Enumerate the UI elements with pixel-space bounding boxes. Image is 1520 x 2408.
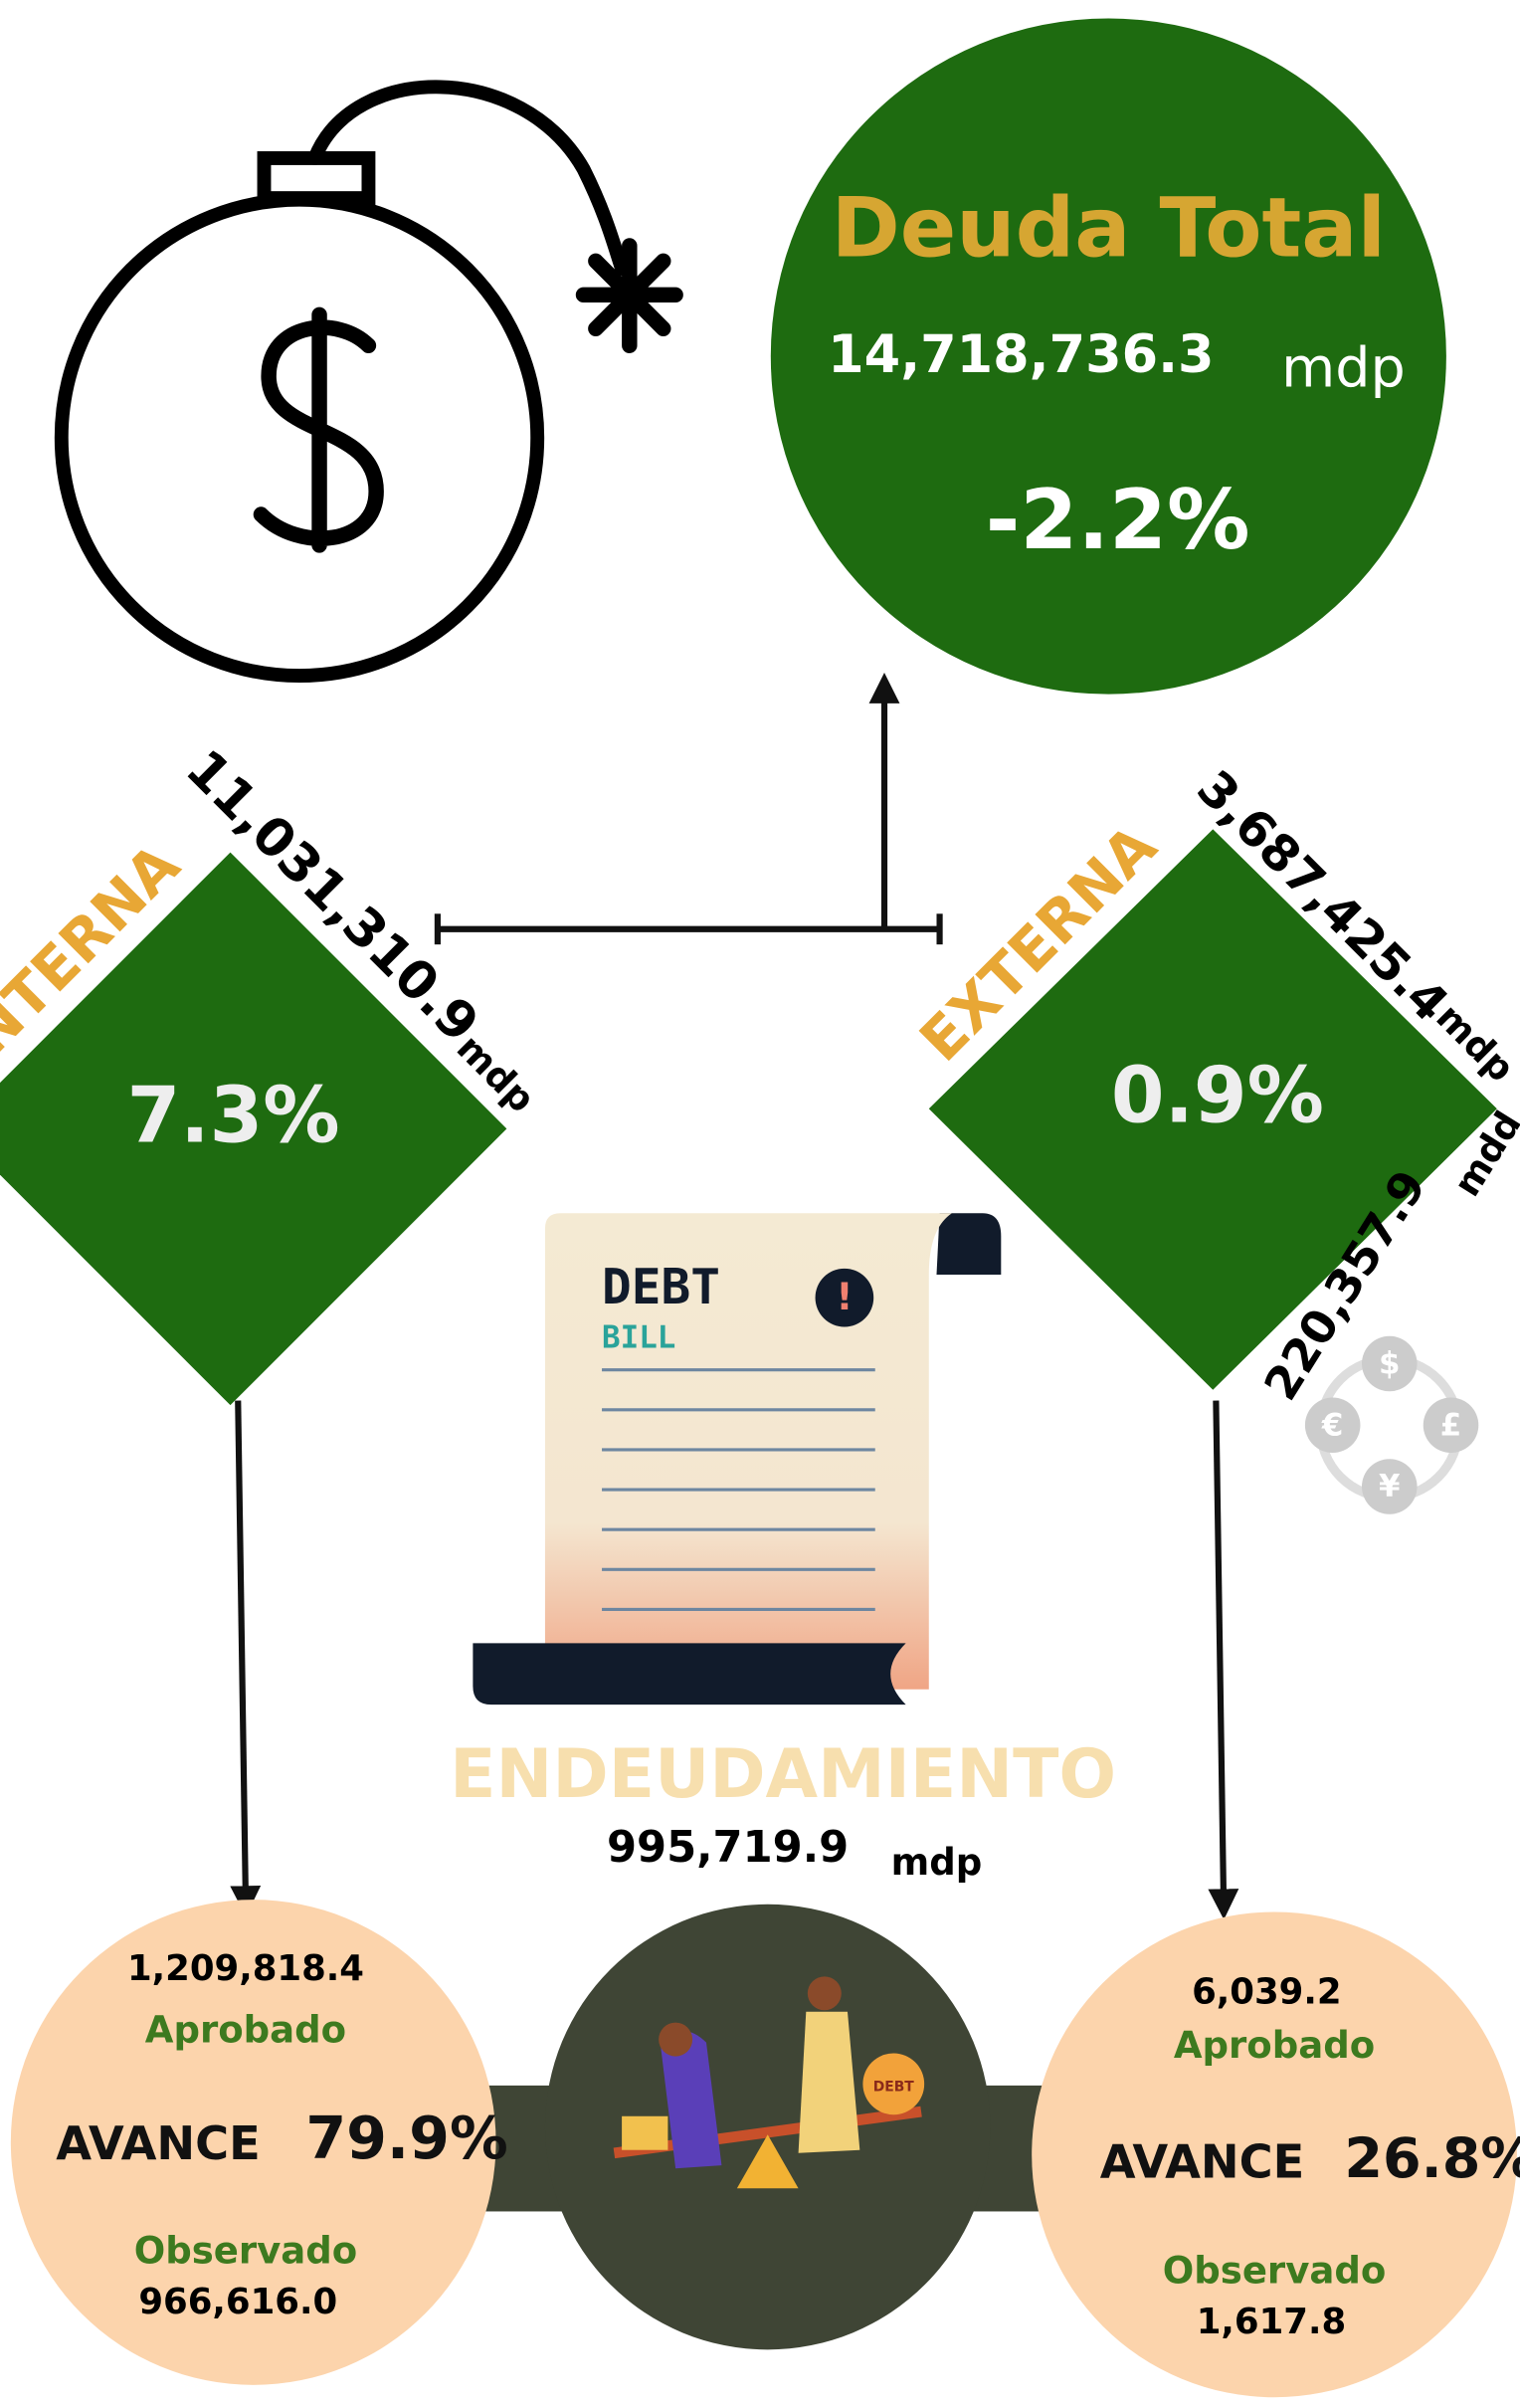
- total-unit: mdp: [1281, 336, 1406, 401]
- weight-label: DEBT: [873, 2079, 915, 2095]
- observed-label: Observado: [1163, 2250, 1386, 2293]
- bill-alert: !: [836, 1276, 853, 1318]
- endeudamiento-amount: 995,719.9: [607, 1823, 849, 1873]
- debt-bill-icon: ! DEBT BILL: [473, 1213, 1001, 1705]
- progress-value: 26.8%: [1344, 2126, 1520, 2191]
- progress-value: 79.9%: [305, 2105, 507, 2172]
- externa-change: 0.9%: [1111, 1052, 1324, 1141]
- interna-change: 7.3%: [127, 1072, 340, 1161]
- bill-title: DEBT: [602, 1258, 720, 1315]
- approved-amount: 1,209,818.4: [127, 1948, 364, 1989]
- total-change: -2.2%: [986, 472, 1250, 568]
- currency-symbol: $: [1379, 1346, 1400, 1382]
- observed-label: Observado: [134, 2230, 357, 2273]
- progress-label: AVANCE: [56, 2116, 261, 2170]
- progress-label: AVANCE: [1100, 2135, 1305, 2189]
- approved-label: Aprobado: [1174, 2024, 1375, 2067]
- total-amount: 14,718,736.3: [828, 324, 1214, 385]
- bomb-icon: [62, 87, 675, 676]
- approved-amount: 6,039.2: [1192, 1971, 1341, 2012]
- bill-subtitle: BILL: [602, 1319, 675, 1355]
- infographic: Deuda Total 14,718,736.3 mdp -2.2% 7.3% …: [0, 0, 1520, 2408]
- page: Deuda Total 14,718,736.3 mdp -2.2% 7.3% …: [0, 0, 1520, 2408]
- total-title: Deuda Total: [832, 180, 1387, 277]
- endeudamiento-unit: mdp: [891, 1841, 983, 1884]
- observed-amount: 1,617.8: [1197, 2302, 1346, 2342]
- endeudamiento-title: ENDEUDAMIENTO: [450, 1735, 1116, 1814]
- currency-symbol: ¥: [1379, 1469, 1401, 1505]
- observed-amount: 966,616.0: [138, 2282, 337, 2322]
- approved-label: Aprobado: [145, 2008, 346, 2051]
- currency-icon: $ € £ ¥: [1305, 1336, 1478, 1514]
- currency-symbol: €: [1321, 1407, 1343, 1443]
- currency-symbol: £: [1440, 1407, 1461, 1443]
